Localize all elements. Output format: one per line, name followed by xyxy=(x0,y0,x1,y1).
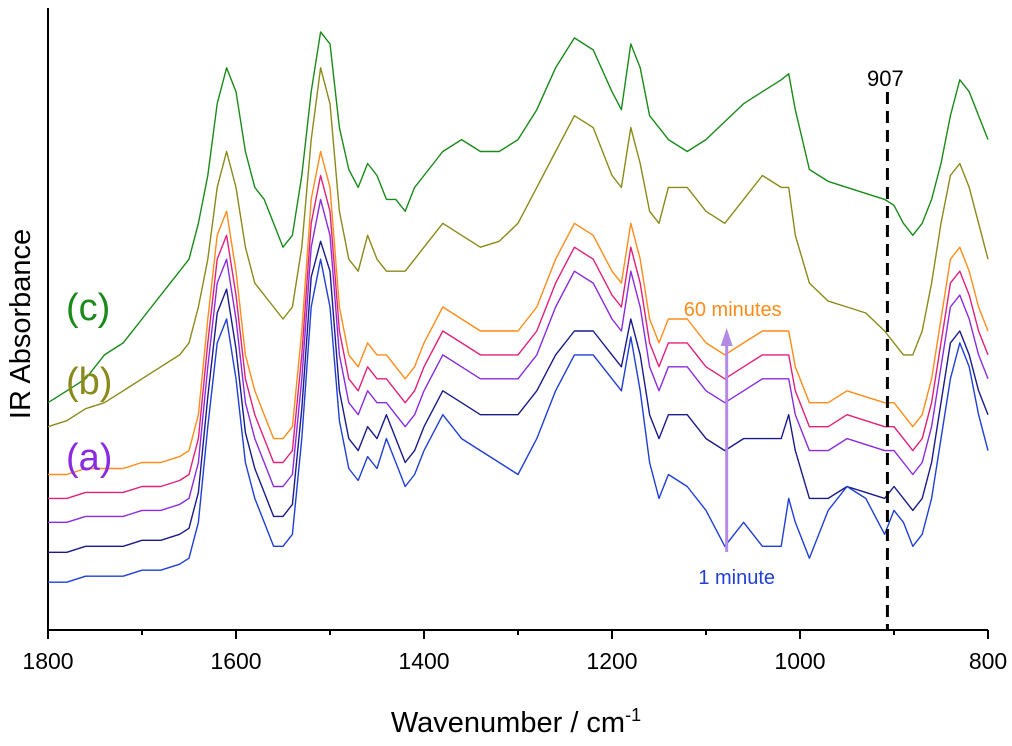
x-axis-label-superscript: -1 xyxy=(625,705,641,725)
series-line xyxy=(48,198,989,523)
series-line xyxy=(47,31,989,404)
group-label: (c) xyxy=(66,287,110,329)
x-tick-label: 1800 xyxy=(22,648,73,674)
x-tick-label: 800 xyxy=(969,648,1007,674)
series-line xyxy=(47,67,989,428)
series-layer xyxy=(47,31,989,583)
time-arrow-head xyxy=(720,328,733,346)
y-axis-label: IR Absorbance xyxy=(5,229,37,419)
series-line xyxy=(48,240,989,553)
axes: 1800 1600 1400 1200 1000 800 xyxy=(22,8,1007,674)
x-tick-label: 1600 xyxy=(210,648,261,674)
annotation-layer: 907 60 minutes 1 minute (c) (b) (a) xyxy=(66,66,904,630)
series-line xyxy=(48,258,989,583)
label-1-minute: 1 minute xyxy=(698,567,775,589)
group-label: (a) xyxy=(66,437,112,479)
x-axis-label-text: Wavenumber / cm xyxy=(391,707,625,739)
marker-line-label: 907 xyxy=(867,66,904,91)
x-tick-label: 1000 xyxy=(774,648,825,674)
group-label: (b) xyxy=(66,361,112,403)
x-tick-label: 1200 xyxy=(586,648,637,674)
x-axis-label: Wavenumber / cm-1 xyxy=(391,705,641,739)
series-line xyxy=(48,150,989,476)
series-line xyxy=(48,174,989,500)
label-60-minutes: 60 minutes xyxy=(684,299,782,321)
x-tick-label: 1400 xyxy=(398,648,449,674)
